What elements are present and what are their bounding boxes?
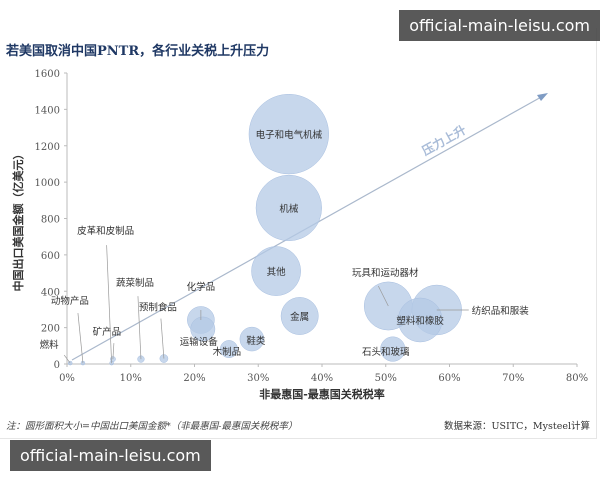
bubble-label: 纺织品和服装: [472, 305, 530, 317]
y-tick-label: 200: [41, 324, 60, 335]
x-axis-label: 非最惠国-最惠国关税税率: [259, 387, 385, 401]
y-axis-label: 中国出口美国金额（亿美元）: [11, 149, 25, 292]
watermark-top: official-main-leisu.com: [399, 10, 600, 41]
bubble-chart: 0 200 400 600 800 1000 1200 1400 1600 0% 10% 20% 30%…: [11, 69, 588, 401]
x-tick-label: 0%: [59, 373, 75, 384]
bubble-label: 燃料: [40, 339, 60, 351]
y-tick-label: 1000: [35, 178, 60, 189]
arrow-head-icon: [537, 93, 548, 101]
leader-line: [106, 245, 112, 364]
x-tick-label: 10%: [120, 373, 142, 384]
bubble: [380, 336, 406, 362]
y-tick-label: 1400: [35, 105, 60, 116]
bubble: [280, 297, 319, 335]
leader-line: [137, 296, 142, 360]
bubble-label: 玩具和运动器材: [352, 267, 419, 279]
bubble: [190, 316, 216, 342]
chart-note: 注：圆形面积大小=中国出口美国金额*（非最惠国-最惠国关税税率）: [6, 421, 298, 432]
x-tick-label: 70%: [502, 373, 524, 384]
bubble-label: 电子和电气机械: [256, 129, 323, 141]
y-tick-label: 600: [41, 251, 60, 262]
bubble-label: 鞋类: [246, 335, 266, 347]
bubble-label: 机械: [279, 203, 299, 215]
bubble-label: 木制品: [213, 346, 242, 358]
leader-line: [160, 318, 165, 359]
bubble-label: 其他: [267, 266, 287, 278]
bubble: [220, 340, 238, 359]
bubble: [397, 297, 443, 343]
leader-line: [112, 343, 115, 360]
bubble-label: 皮革和皮制品: [77, 225, 134, 237]
x-tick-label: 30%: [247, 373, 269, 384]
leader-line: [77, 313, 84, 364]
y-tick-label: 800: [41, 215, 60, 226]
chart-source: 数据来源：USITC，Mysteel计算: [444, 421, 590, 432]
watermark-bottom: official-main-leisu.com: [10, 440, 211, 471]
y-tick-label: 1200: [35, 142, 60, 153]
bubble: [239, 326, 265, 352]
bubble-label: 蔬菜制品: [116, 277, 154, 289]
y-tick-label: 400: [41, 287, 60, 298]
leader-line: [63, 354, 71, 364]
x-tick-label: 50%: [375, 373, 397, 384]
bubble-label: 运输设备: [180, 336, 219, 348]
x-tick-label: 40%: [311, 373, 333, 384]
x-tick-label: 20%: [183, 373, 205, 384]
bubble-label: 动物产品: [51, 295, 89, 307]
bubble-label: 塑料和橡胶: [396, 315, 444, 327]
x-tick-label: 60%: [438, 373, 460, 384]
bubble-label: 金属: [290, 311, 309, 323]
bubble: [251, 246, 301, 296]
arrow-label: 压力上升: [419, 122, 468, 158]
bubble-label: 预制食品: [139, 302, 177, 314]
y-tick-label: 0: [54, 360, 60, 371]
bubble: [248, 94, 329, 175]
bubble-label: 矿产品: [93, 326, 122, 338]
chart-title: 若美国取消中国PNTR，各行业关税上升压力: [6, 44, 270, 59]
chart-frame: [0, 28, 597, 439]
bubble-label: 石头和玻璃: [362, 346, 410, 358]
bubble-label: 化学品: [187, 281, 216, 293]
y-tick-label: 1600: [35, 69, 60, 80]
leader-line: [377, 285, 389, 307]
x-tick-label: 80%: [566, 373, 588, 384]
bubble: [255, 174, 322, 242]
